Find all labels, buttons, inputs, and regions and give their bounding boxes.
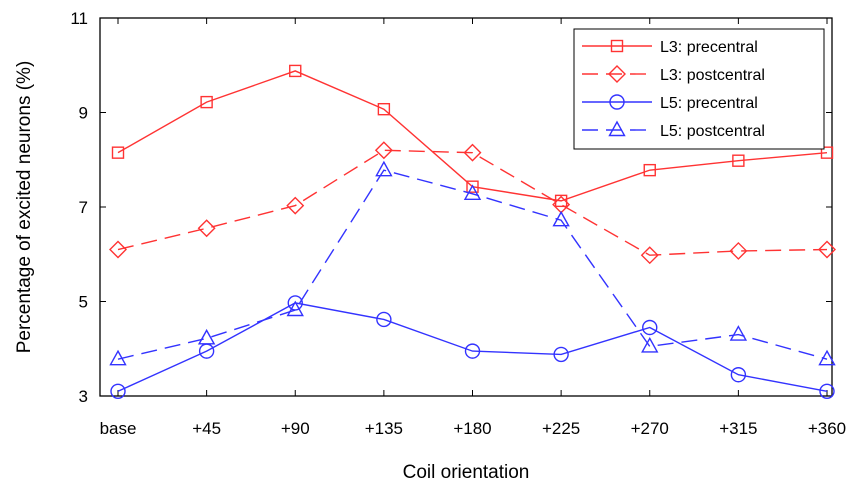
series-line [117,302,828,392]
triangle-marker [729,325,748,341]
triangle-marker [463,184,482,200]
square-marker [377,102,391,116]
triangle-marker [818,349,836,366]
triangle-marker [109,349,127,366]
series-line [117,149,828,256]
triangle-marker [552,210,570,227]
square-marker [111,146,125,159]
diamond-marker [374,141,393,160]
diamond-marker [197,219,216,238]
x-tick-label: +225 [542,419,580,438]
circle-marker [642,319,658,336]
circle-marker [110,383,126,399]
square-marker [466,180,479,193]
square-marker [820,146,834,159]
square-marker [732,154,745,167]
legend-label: L3: postcentral [660,67,765,84]
diamond-marker [286,196,305,215]
legend-items: L3: precentral L3: postcentral L5: precent… [582,39,765,140]
legend-entry: L5: postcentral [582,120,765,140]
circle-marker [609,94,625,110]
diamond-marker [818,240,836,259]
y-tick-label: 11 [70,9,88,28]
x-tick-label: +90 [281,419,310,438]
circle-marker [819,383,835,399]
square-marker [289,64,302,78]
legend: L3: precentral L3: postcentral L5: precent… [573,28,825,150]
square-marker [610,39,624,53]
diamond-marker [729,241,748,260]
diamond-marker [608,65,626,83]
diamond-marker [640,246,659,265]
y-tick-label: 5 [79,293,88,312]
y-tick-label: 3 [79,387,88,406]
x-tick-label: +180 [453,419,491,438]
x-tick-label: +360 [808,419,846,438]
square-marker [643,163,656,177]
square-marker [200,95,213,109]
triangle-marker [375,160,393,177]
x-tick-label: +135 [365,419,403,438]
x-tick-label: +315 [719,419,757,438]
series-line [117,169,828,360]
legend-entry: L3: postcentral [582,65,765,84]
legend-label: L5: precentral [660,95,758,112]
y-tick-label: 7 [79,198,88,217]
legend-label: L3: precentral [660,39,758,56]
circle-marker [287,295,303,311]
series-2 [109,141,836,265]
triangle-marker [641,336,659,353]
legend-label: L5: postcentral [660,123,765,140]
circle-marker [553,346,569,363]
series-layer [109,64,836,399]
triangle-marker [197,328,216,345]
circle-marker [376,311,392,328]
triangle-marker [286,300,304,317]
series-3 [110,295,835,399]
y-tick-label: 9 [79,104,88,123]
x-tick-label: base [100,419,137,438]
circle-marker [730,367,747,383]
legend-entry: L5: precentral [582,94,758,112]
y-axis-title: Percentage of excited neurons (%) [14,61,35,354]
x-tick-label: +45 [192,419,221,438]
x-tick-label: +270 [631,419,669,438]
diamond-marker [463,143,482,162]
ticks-layer: base +45 +90 +135 +180 +225 +270 +315 +360 3 5 7 9 11 [70,9,846,438]
legend-box [573,28,825,150]
triangle-marker [608,120,626,137]
circle-marker [464,343,481,359]
series-4 [109,160,836,366]
x-axis-title: Coil orientation [403,462,530,483]
legend-entry: L3: precentral [582,39,758,56]
diamond-marker [109,240,127,259]
